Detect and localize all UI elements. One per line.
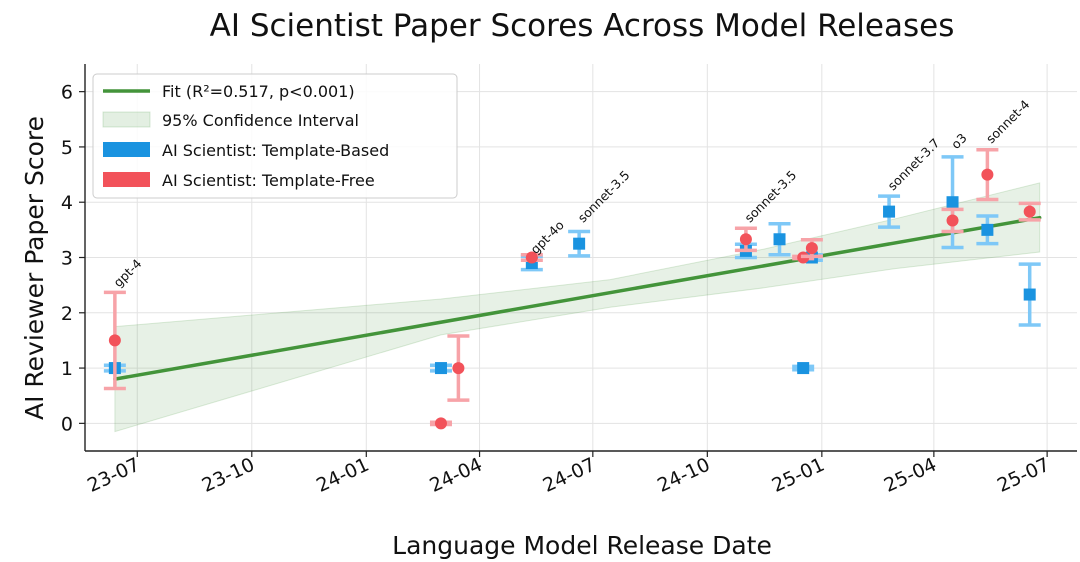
data-point-square <box>883 205 896 218</box>
y-tick-label: 2 <box>61 303 73 325</box>
data-point-circle <box>1023 205 1036 218</box>
y-tick-label: 0 <box>61 413 73 435</box>
chart-title: AI Scientist Paper Scores Across Model R… <box>210 8 955 44</box>
y-axis-label: AI Reviewer Paper Score <box>20 116 49 420</box>
model-annotation: o3 <box>948 130 970 152</box>
model-annotation: gpt-4o <box>527 217 567 257</box>
data-point-circle <box>525 251 538 264</box>
x-tick-label: 24-10 <box>654 454 713 497</box>
x-tick-label: 25-07 <box>994 454 1053 497</box>
fit-line-layer <box>113 215 1042 381</box>
y-tick-label: 6 <box>61 82 73 104</box>
legend-template-free-label: AI Scientist: Template-Free <box>162 171 375 190</box>
model-annotation: sonnet-4 <box>983 97 1033 147</box>
y-tick-label: 3 <box>61 248 73 270</box>
x-tick-label: 23-07 <box>84 454 143 497</box>
data-point-square <box>434 362 447 375</box>
data-point-square <box>773 233 786 246</box>
data-point-square <box>981 223 994 236</box>
confidence-band <box>114 182 1041 433</box>
legend-template-based-swatch <box>103 142 150 157</box>
data-point-square <box>1023 288 1036 301</box>
x-tick-label: 24-04 <box>426 454 485 497</box>
data-point-circle <box>452 362 465 375</box>
y-tick-label: 4 <box>61 192 73 214</box>
x-tick-label: 24-01 <box>313 454 372 497</box>
data-point-circle <box>108 334 121 347</box>
data-point-circle <box>434 417 447 430</box>
data-point-square <box>946 196 959 209</box>
model-annotation: gpt-4 <box>110 256 144 290</box>
legend-ci-label: 95% Confidence Interval <box>162 111 359 130</box>
data-points <box>103 147 1041 430</box>
axes <box>79 64 1077 457</box>
model-annotation: sonnet-3.5 <box>741 167 799 225</box>
y-tick-label: 1 <box>61 358 73 380</box>
legend-fit-label: Fit (R²=0.517, p<0.001) <box>162 82 355 101</box>
x-axis-label: Language Model Release Date <box>392 531 772 560</box>
legend-template-free-swatch <box>103 172 150 187</box>
x-tick-label: 25-01 <box>769 454 828 497</box>
data-point-circle <box>739 233 752 246</box>
x-tick-label: 24-07 <box>540 454 599 497</box>
data-point-square <box>573 237 586 250</box>
model-annotation: sonnet-3.5 <box>575 167 633 225</box>
x-tick-label: 25-04 <box>881 454 940 497</box>
legend-ci-swatch <box>102 111 151 128</box>
series-template-free <box>103 147 1041 430</box>
fit-line <box>113 215 1042 381</box>
confidence-interval <box>114 182 1041 433</box>
data-point-square <box>797 362 810 375</box>
y-tick-label: 5 <box>61 137 73 159</box>
legend: Fit (R²=0.517, p<0.001) 95% Confidence I… <box>92 73 458 199</box>
data-point-circle <box>805 242 818 255</box>
data-point-circle <box>946 214 959 227</box>
legend-template-based-label: AI Scientist: Template-Based <box>162 141 389 160</box>
x-tick-label: 23-10 <box>199 454 258 497</box>
data-point-circle <box>981 168 994 181</box>
legend-box <box>92 73 458 199</box>
